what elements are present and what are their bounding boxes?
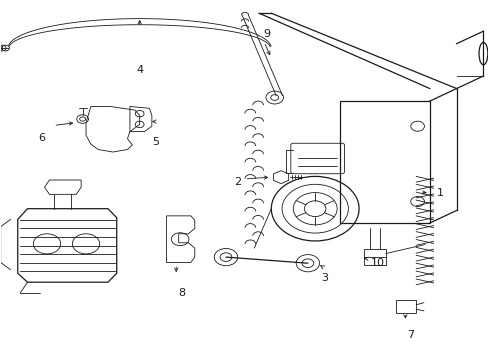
Text: 10: 10 — [370, 258, 385, 268]
Text: 8: 8 — [178, 288, 185, 298]
Text: 1: 1 — [436, 188, 443, 198]
Text: 7: 7 — [406, 330, 413, 340]
Text: 9: 9 — [263, 29, 269, 39]
Text: 5: 5 — [152, 138, 159, 147]
Text: 2: 2 — [233, 177, 241, 187]
Text: 6: 6 — [39, 133, 45, 143]
Bar — [364, 249, 385, 265]
Text: 4: 4 — [136, 64, 143, 75]
Text: 3: 3 — [321, 273, 328, 283]
Bar — [395, 300, 415, 313]
